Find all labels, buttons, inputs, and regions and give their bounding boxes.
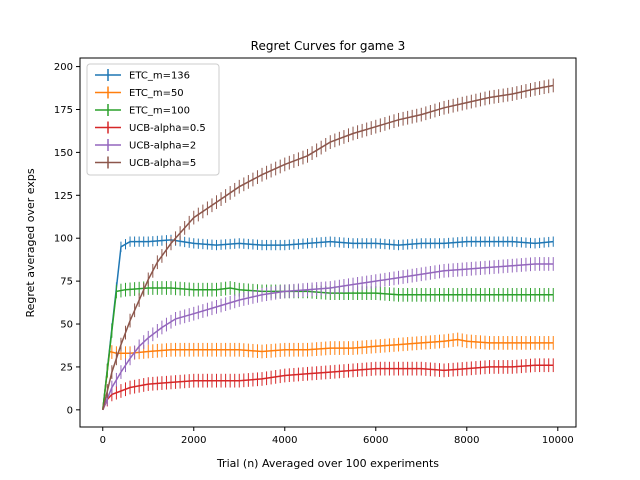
legend-item: ETC_m=136 xyxy=(95,69,190,82)
series-line xyxy=(102,263,554,411)
x-tick-label: 0 xyxy=(100,435,106,446)
x-tick-label: 10000 xyxy=(542,435,574,446)
series-line xyxy=(102,84,554,410)
series-4 xyxy=(102,257,554,411)
series-2 xyxy=(102,281,554,410)
series-line xyxy=(102,239,554,410)
series-line xyxy=(102,364,554,411)
y-tick-label: 150 xyxy=(54,148,73,159)
y-tick-label: 200 xyxy=(54,62,73,73)
x-axis-ticks: 0 2000 4000 6000 8000 10000 xyxy=(100,427,574,446)
y-axis-label: Regret averaged over exps xyxy=(24,168,37,317)
series-3 xyxy=(102,358,554,411)
x-tick-label: 6000 xyxy=(363,435,388,446)
y-tick-label: 50 xyxy=(60,320,73,331)
x-tick-label: 2000 xyxy=(181,435,206,446)
legend-label: UCB-alpha=0.5 xyxy=(129,123,206,134)
series-line xyxy=(102,338,554,410)
series-5 xyxy=(102,78,554,410)
y-tick-label: 25 xyxy=(60,362,73,373)
plot-area xyxy=(102,78,554,411)
legend-item: UCB-alpha=5 xyxy=(95,156,196,169)
series-0 xyxy=(102,234,554,410)
legend-label: ETC_m=100 xyxy=(129,106,190,117)
legend-label: ETC_m=50 xyxy=(129,88,184,99)
y-tick-label: 125 xyxy=(54,191,73,202)
legend-item: UCB-alpha=0.5 xyxy=(95,121,206,134)
legend-item: ETC_m=50 xyxy=(95,86,184,99)
y-tick-label: 175 xyxy=(54,105,73,116)
y-axis-ticks: 0 25 50 75 100 125 150 175 200 xyxy=(54,62,80,416)
legend: ETC_m=136 ETC_m=50 ETC_m=100 UCB-alpha=0.5 U… xyxy=(86,63,220,176)
legend-item: ETC_m=100 xyxy=(95,104,190,117)
y-tick-label: 100 xyxy=(54,234,73,245)
legend-item: UCB-alpha=2 xyxy=(95,139,196,152)
legend-label: UCB-alpha=5 xyxy=(129,158,196,169)
x-axis-label: Trial (n) Averaged over 100 experiments xyxy=(216,457,439,470)
x-tick-label: 8000 xyxy=(454,435,479,446)
axes-frame xyxy=(79,57,577,428)
legend-label: ETC_m=136 xyxy=(129,71,190,82)
y-tick-label: 0 xyxy=(67,405,73,416)
y-tick-label: 75 xyxy=(60,277,73,288)
legend-label: UCB-alpha=2 xyxy=(129,141,196,152)
series-1 xyxy=(102,332,554,410)
chart-title: Regret Curves for game 3 xyxy=(251,39,406,53)
x-tick-label: 4000 xyxy=(272,435,297,446)
